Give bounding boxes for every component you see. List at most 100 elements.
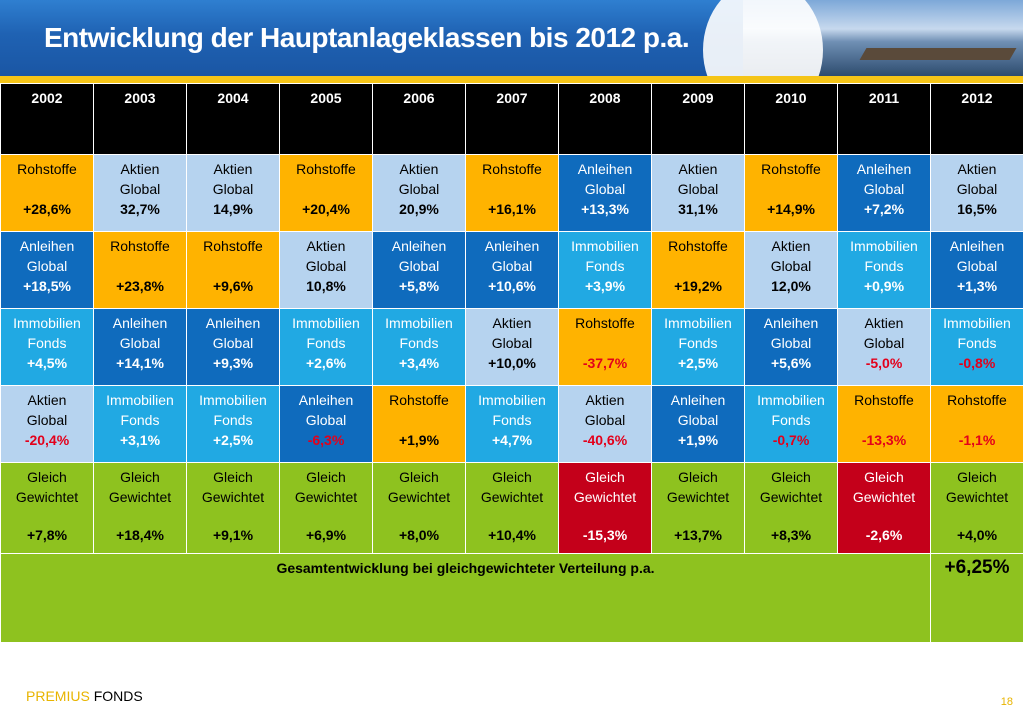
asset-class-label: Gleich bbox=[399, 469, 439, 485]
asset-class-label: Aktien bbox=[120, 161, 160, 177]
asset-class-sublabel: Fonds bbox=[585, 258, 625, 274]
return-value: +5,8% bbox=[398, 278, 440, 294]
rank-row: Rohstoffe +28,6% Aktien Global 32,7% Aktien Gl… bbox=[0, 154, 1023, 232]
return-value: +18,5% bbox=[23, 278, 71, 294]
asset-class-label: Aktien bbox=[585, 392, 625, 408]
year-header-2009: 2009 bbox=[651, 83, 745, 155]
asset-class-sublabel: Fonds bbox=[957, 335, 997, 351]
asset-class-sublabel: Fonds bbox=[306, 335, 346, 351]
brand-fonds: FONDS bbox=[93, 688, 143, 704]
asset-class-label: Rohstoffe bbox=[668, 238, 728, 254]
return-value: +13,3% bbox=[581, 201, 629, 217]
return-value: +8,0% bbox=[398, 527, 440, 543]
table-cell: Anleihen Global +14,1% bbox=[93, 308, 187, 386]
total-row: Gesamtentwicklung bei gleichgewichteter … bbox=[0, 553, 1023, 643]
asset-class-sublabel: Global bbox=[863, 181, 905, 197]
table-cell: Rohstoffe -1,1% bbox=[930, 385, 1023, 463]
asset-class-sublabel: Global bbox=[677, 412, 719, 428]
table-cell: Anleihen Global +18,5% bbox=[0, 231, 94, 309]
asset-class-label: Aktien bbox=[399, 161, 439, 177]
asset-class-sublabel: Global bbox=[398, 181, 440, 197]
asset-class-sublabel: Gewichtet bbox=[666, 489, 730, 505]
asset-class-label: Rohstoffe bbox=[203, 238, 263, 254]
return-value: +2,5% bbox=[212, 432, 254, 448]
asset-class-label: Anleihen bbox=[949, 238, 1005, 254]
return-value: +3,4% bbox=[398, 355, 440, 371]
asset-class-label: Anleihen bbox=[112, 315, 168, 331]
return-value: +9,3% bbox=[212, 355, 254, 371]
table-cell: Rohstoffe +20,4% bbox=[279, 154, 373, 232]
asset-class-label: Anleihen bbox=[205, 315, 261, 331]
return-value: 10,8% bbox=[306, 278, 346, 294]
asset-class-label: Immobilien bbox=[757, 392, 825, 408]
asset-class-sublabel: Fonds bbox=[213, 412, 253, 428]
asset-class-label: Aktien bbox=[306, 238, 346, 254]
table-cell: Gleich Gewichtet +9,1% bbox=[186, 462, 280, 554]
asset-class-sublabel: Global bbox=[26, 412, 68, 428]
table-cell: Rohstoffe +23,8% bbox=[93, 231, 187, 309]
return-value: +18,4% bbox=[116, 527, 164, 543]
table-cell: Anleihen Global +10,6% bbox=[465, 231, 559, 309]
asset-class-sublabel: Fonds bbox=[771, 412, 811, 428]
asset-class-sublabel: Global bbox=[491, 258, 533, 274]
asset-class-label: Anleihen bbox=[298, 392, 354, 408]
return-value: +5,6% bbox=[770, 355, 812, 371]
table-cell: Gleich Gewichtet +4,0% bbox=[930, 462, 1023, 554]
return-value: -13,3% bbox=[861, 432, 907, 448]
asset-class-label: Rohstoffe bbox=[110, 238, 170, 254]
asset-class-sublabel: Global bbox=[956, 181, 998, 197]
asset-class-label: Aktien bbox=[771, 238, 811, 254]
table-cell: Anleihen Global +1,9% bbox=[651, 385, 745, 463]
asset-class-sublabel: Global bbox=[584, 181, 626, 197]
year-header-2006: 2006 bbox=[372, 83, 466, 155]
asset-class-sublabel: Gewichtet bbox=[294, 489, 358, 505]
return-value: +1,3% bbox=[956, 278, 998, 294]
table-cell: Rohstoffe -13,3% bbox=[837, 385, 931, 463]
return-value: 31,1% bbox=[678, 201, 718, 217]
return-value: +8,3% bbox=[770, 527, 812, 543]
return-value: +6,9% bbox=[305, 527, 347, 543]
asset-class-sublabel: Fonds bbox=[492, 412, 532, 428]
asset-class-sublabel: Global bbox=[26, 258, 68, 274]
asset-class-label: Rohstoffe bbox=[482, 161, 542, 177]
table-cell: Rohstoffe +16,1% bbox=[465, 154, 559, 232]
return-value: -0,7% bbox=[772, 432, 810, 448]
asset-class-sublabel: Global bbox=[491, 335, 533, 351]
table-cell: Immobilien Fonds +2,5% bbox=[651, 308, 745, 386]
asset-class-sublabel bbox=[375, 410, 463, 430]
return-value: +4,5% bbox=[26, 355, 68, 371]
asset-class-sublabel bbox=[96, 256, 184, 276]
asset-class-sublabel: Gewichtet bbox=[15, 489, 79, 505]
table-cell: Immobilien Fonds +3,4% bbox=[372, 308, 466, 386]
asset-class-sublabel: Global bbox=[956, 258, 998, 274]
asset-class-sublabel: Fonds bbox=[678, 335, 718, 351]
asset-class-label: Aktien bbox=[492, 315, 532, 331]
year-header-2003: 2003 bbox=[93, 83, 187, 155]
asset-class-label: Gleich bbox=[771, 469, 811, 485]
table-cell: Immobilien Fonds +3,9% bbox=[558, 231, 652, 309]
return-value: -0,8% bbox=[958, 355, 996, 371]
asset-class-sublabel: Global bbox=[305, 412, 347, 428]
asset-class-label: Rohstoffe bbox=[389, 392, 449, 408]
table-cell: Aktien Global 32,7% bbox=[93, 154, 187, 232]
asset-class-sublabel: Global bbox=[584, 412, 626, 428]
return-value: +4,0% bbox=[956, 527, 998, 543]
return-value: 16,5% bbox=[957, 201, 997, 217]
asset-class-sublabel: Global bbox=[119, 335, 161, 351]
asset-class-label: Immobilien bbox=[571, 238, 639, 254]
asset-class-sublabel: Fonds bbox=[399, 335, 439, 351]
year-header-row: 2002 2003 2004 2005 2006 2007 2008 2009 2010 2011… bbox=[0, 83, 1023, 155]
asset-class-sublabel: Global bbox=[863, 335, 905, 351]
asset-class-label: Immobilien bbox=[199, 392, 267, 408]
asset-class-label: Immobilien bbox=[943, 315, 1011, 331]
return-value: +0,9% bbox=[863, 278, 905, 294]
asset-class-sublabel bbox=[561, 333, 649, 353]
table-cell: Aktien Global 31,1% bbox=[651, 154, 745, 232]
brand-premius: PREMIUS bbox=[26, 688, 90, 704]
year-header-2008: 2008 bbox=[558, 83, 652, 155]
page-title: Entwicklung der Hauptanlageklassen bis 2… bbox=[44, 22, 690, 53]
return-value: -6,3% bbox=[307, 432, 345, 448]
return-value: -20,4% bbox=[24, 432, 70, 448]
total-value: +6,25% bbox=[930, 553, 1023, 643]
table-cell: Gleich Gewichtet -2,6% bbox=[837, 462, 931, 554]
